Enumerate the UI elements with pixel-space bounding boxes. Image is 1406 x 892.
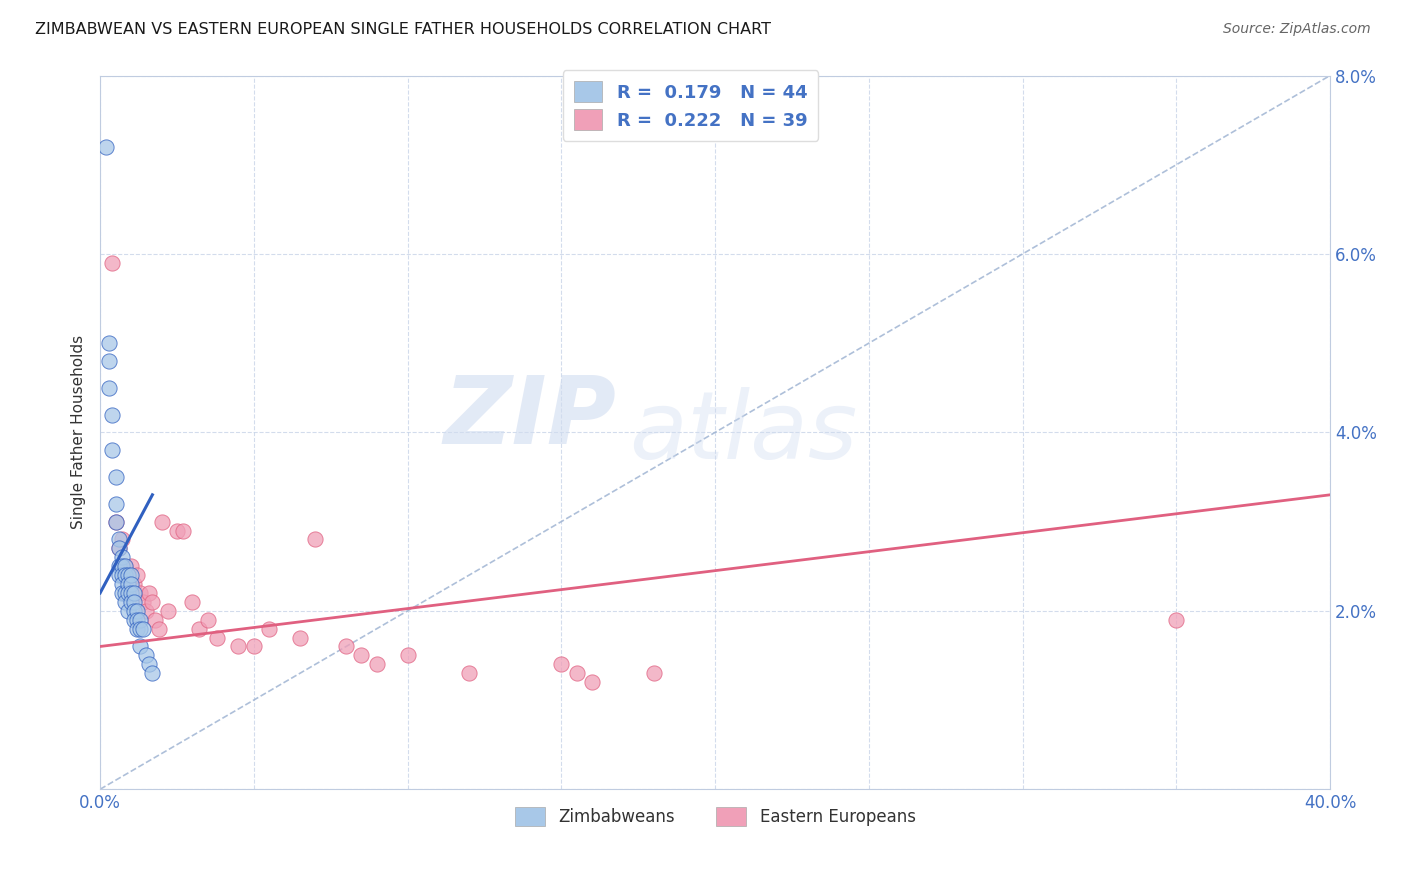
Point	[181, 595, 204, 609]
Point	[114, 586, 136, 600]
Point	[125, 622, 148, 636]
Point	[172, 524, 194, 538]
Point	[129, 622, 152, 636]
Point	[243, 640, 266, 654]
Point	[166, 524, 188, 538]
Point	[138, 657, 160, 672]
Point	[129, 586, 152, 600]
Point	[122, 613, 145, 627]
Point	[114, 559, 136, 574]
Point	[122, 595, 145, 609]
Point	[257, 622, 280, 636]
Point	[120, 568, 142, 582]
Text: ZIP: ZIP	[444, 372, 617, 464]
Text: ZIMBABWEAN VS EASTERN EUROPEAN SINGLE FATHER HOUSEHOLDS CORRELATION CHART: ZIMBABWEAN VS EASTERN EUROPEAN SINGLE FA…	[35, 22, 770, 37]
Point	[101, 256, 124, 270]
Point	[104, 497, 127, 511]
Point	[104, 470, 127, 484]
Point	[120, 595, 142, 609]
Point	[104, 515, 127, 529]
Point	[120, 586, 142, 600]
Point	[125, 604, 148, 618]
Point	[141, 666, 163, 681]
Point	[148, 622, 170, 636]
Point	[122, 586, 145, 600]
Point	[101, 443, 124, 458]
Point	[643, 666, 665, 681]
Point	[366, 657, 388, 672]
Point	[125, 613, 148, 627]
Point	[396, 648, 419, 663]
Point	[205, 631, 228, 645]
Point	[135, 648, 157, 663]
Text: Source: ZipAtlas.com: Source: ZipAtlas.com	[1223, 22, 1371, 37]
Point	[122, 577, 145, 591]
Point	[1166, 613, 1188, 627]
Point	[132, 622, 155, 636]
Point	[288, 631, 311, 645]
Point	[111, 586, 134, 600]
Point	[114, 568, 136, 582]
Point	[107, 568, 129, 582]
Point	[122, 604, 145, 618]
Point	[145, 613, 167, 627]
Point	[132, 595, 155, 609]
Point	[101, 408, 124, 422]
Point	[111, 577, 134, 591]
Point	[197, 613, 219, 627]
Point	[458, 666, 481, 681]
Point	[98, 381, 121, 395]
Point	[96, 140, 118, 154]
Point	[150, 515, 173, 529]
Point	[111, 533, 134, 547]
Point	[581, 675, 603, 690]
Text: atlas: atlas	[628, 387, 858, 478]
Point	[117, 586, 139, 600]
Point	[111, 568, 134, 582]
Point	[125, 568, 148, 582]
Point	[304, 533, 326, 547]
Point	[107, 533, 129, 547]
Point	[114, 559, 136, 574]
Point	[187, 622, 209, 636]
Point	[114, 595, 136, 609]
Point	[111, 559, 134, 574]
Point	[98, 354, 121, 368]
Y-axis label: Single Father Households: Single Father Households	[72, 335, 86, 530]
Legend: Zimbabweans, Eastern Europeans: Zimbabweans, Eastern Europeans	[506, 798, 924, 834]
Point	[111, 550, 134, 565]
Point	[550, 657, 572, 672]
Point	[565, 666, 588, 681]
Point	[117, 568, 139, 582]
Point	[129, 613, 152, 627]
Point	[135, 604, 157, 618]
Point	[107, 559, 129, 574]
Point	[138, 586, 160, 600]
Point	[117, 586, 139, 600]
Point	[120, 577, 142, 591]
Point	[107, 541, 129, 556]
Point	[98, 336, 121, 351]
Point	[107, 541, 129, 556]
Point	[335, 640, 357, 654]
Point	[117, 577, 139, 591]
Point	[104, 515, 127, 529]
Point	[120, 559, 142, 574]
Point	[129, 640, 152, 654]
Point	[156, 604, 179, 618]
Point	[228, 640, 250, 654]
Point	[141, 595, 163, 609]
Point	[117, 604, 139, 618]
Point	[350, 648, 373, 663]
